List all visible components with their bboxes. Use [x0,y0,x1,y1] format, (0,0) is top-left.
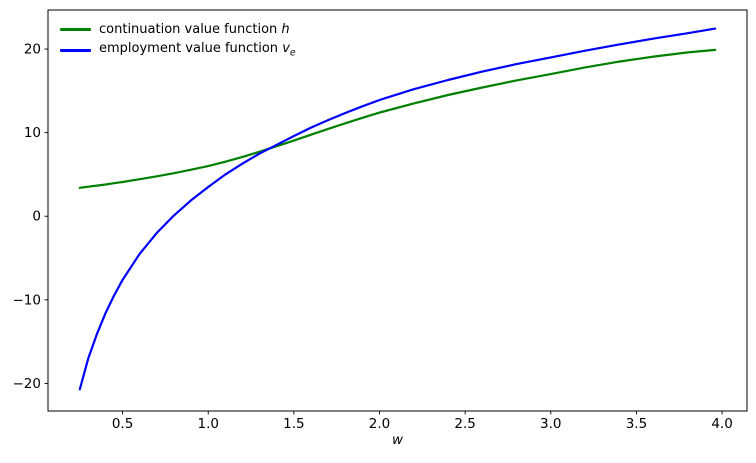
x-tick-label: 3.0 [540,416,561,432]
math-v-sub: e [289,47,296,59]
legend-line-ve-icon [60,49,91,52]
x-tick-label: 3.5 [626,416,647,432]
y-tick-label: 10 [24,125,41,141]
legend-label-h: continuation value function h [99,22,290,37]
legend-line-h-icon [60,28,91,31]
x-tick-label: 4.0 [711,416,732,432]
x-tick-label: 0.5 [112,416,133,432]
y-tick-label: −10 [13,292,42,308]
x-tick-label: 1.0 [197,416,218,432]
y-tick-label: 20 [24,42,41,58]
x-tick-label: 2.0 [369,416,390,432]
x-tick-label: 2.5 [454,416,475,432]
x-tick-label: 1.5 [283,416,304,432]
legend-item-h: continuation value function h [60,19,296,40]
y-tick-label: −20 [13,376,42,392]
math-h: h [281,22,290,37]
legend-label-ve: employment value function ve [99,40,296,59]
legend: continuation value function h employment… [60,19,296,61]
y-tick-label: 0 [32,209,41,225]
employment-value-ve-curve [78,27,717,391]
axes-frame [47,9,748,412]
legend-item-ve: employment value function ve [60,40,296,61]
x-axis-label: w [391,432,404,448]
math-v: v [282,40,290,56]
continuation-value-h-curve [78,48,717,189]
